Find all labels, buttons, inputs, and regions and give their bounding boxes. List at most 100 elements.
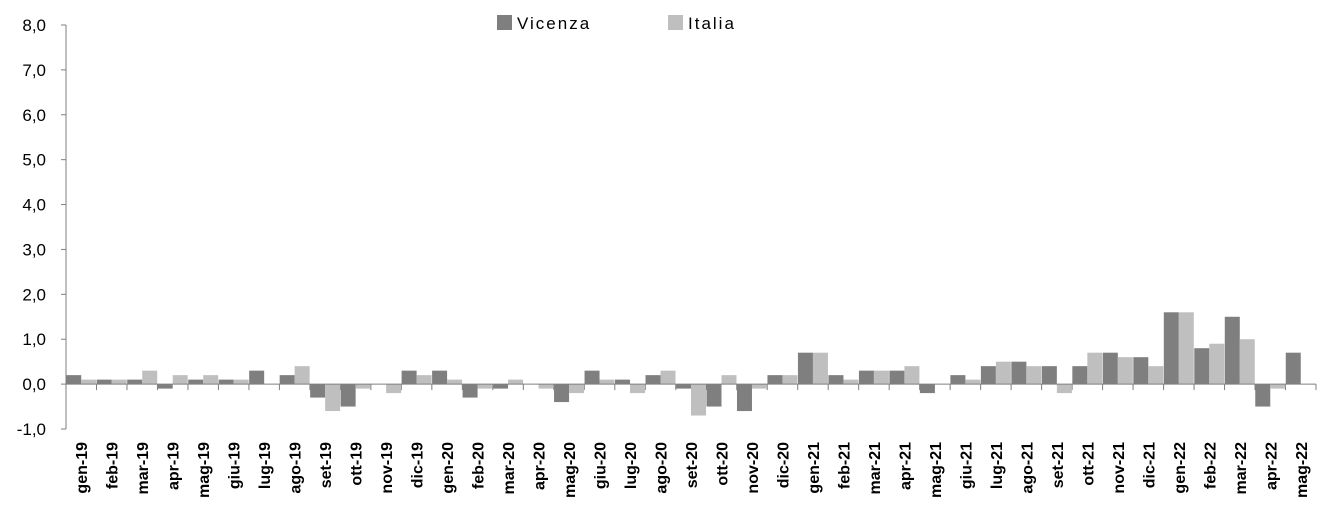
bar-italia-ago-20: [660, 370, 676, 385]
x-tick-label: lug-19: [257, 442, 274, 489]
x-tick-label: set-19: [318, 442, 335, 488]
bar-vicenza-mag-21: [919, 384, 935, 394]
x-tick-label: mag-22: [1294, 442, 1311, 498]
x-tick-label: giu-19: [227, 442, 244, 489]
bar-italia-nov-21: [1117, 357, 1133, 385]
x-tick-label: ott-20: [714, 442, 731, 486]
bar-vicenza-dic-21: [1133, 357, 1149, 385]
bar-vicenza-nov-21: [1102, 352, 1118, 385]
x-tick-label: giu-21: [958, 442, 975, 489]
bar-italia-giu-21: [965, 379, 981, 385]
bar-vicenza-nov-20: [736, 384, 752, 412]
bar-vicenza-set-21: [1041, 366, 1057, 385]
bar-vicenza-lug-19: [249, 370, 265, 385]
x-tick-label: mar-21: [867, 442, 884, 495]
x-tick-label: apr-19: [166, 442, 183, 490]
bar-italia-gen-22: [1178, 312, 1194, 385]
x-tick-label: feb-20: [471, 442, 488, 489]
bar-vicenza-apr-22: [1255, 384, 1271, 407]
y-tick-label: 5,0: [22, 151, 46, 170]
x-tick-label: dic-19: [410, 442, 427, 488]
x-tick-label: nov-21: [1111, 442, 1128, 494]
legend-label-italia: Italia: [688, 14, 736, 33]
bar-vicenza-ott-21: [1072, 366, 1088, 385]
x-tick-label: set-21: [1050, 442, 1067, 488]
bar-italia-ago-21: [1026, 366, 1042, 385]
bar-italia-nov-19: [386, 384, 402, 394]
bar-vicenza-giu-19: [218, 379, 234, 385]
bar-italia-gen-20: [447, 379, 463, 385]
bar-italia-giu-20: [599, 379, 615, 385]
bar-italia-gen-21: [812, 352, 828, 385]
bar-vicenza-ago-20: [645, 375, 661, 385]
x-tick-label: feb-21: [836, 442, 853, 489]
y-tick-label: 4,0: [22, 196, 46, 215]
bar-italia-apr-19: [172, 375, 188, 385]
bar-vicenza-feb-21: [828, 375, 844, 385]
bar-vicenza-mar-22: [1224, 316, 1240, 385]
x-tick-label: ago-19: [288, 442, 305, 494]
bar-vicenza-gen-21: [797, 352, 813, 385]
x-tick-label: nov-19: [379, 442, 396, 494]
bar-vicenza-lug-21: [980, 366, 996, 385]
bar-italia-feb-19: [111, 379, 127, 385]
bar-vicenza-mar-19: [127, 379, 143, 385]
x-tick-label: dic-21: [1141, 442, 1158, 488]
bar-italia-lug-21: [995, 361, 1011, 385]
y-axis-ticks: -1,0 0,0 1,0 2,0 3,0 4,0 5,0 6,0 7,0 8,0: [17, 16, 66, 439]
bar-italia-dic-21: [1148, 366, 1164, 385]
bar-vicenza-set-19: [310, 384, 326, 398]
bar-vicenza-mag-19: [188, 379, 204, 385]
bar-italia-mar-19: [142, 370, 158, 385]
x-tick-label: gen-21: [806, 442, 823, 494]
bar-italia-feb-20: [477, 384, 493, 389]
bar-vicenza-dic-20: [767, 375, 783, 385]
x-tick-label: apr-22: [1263, 442, 1280, 490]
y-tick-label: -1,0: [17, 420, 46, 439]
bar-italia-apr-20: [538, 384, 554, 389]
y-tick-label: 1,0: [22, 330, 46, 349]
bar-italia-gen-19: [81, 379, 97, 385]
bar-italia-dic-19: [416, 375, 432, 385]
bar-vicenza-giu-20: [584, 370, 600, 385]
x-tick-label: gen-22: [1172, 442, 1189, 494]
bar-vicenza-lug-20: [615, 379, 631, 385]
y-tick-label: 7,0: [22, 61, 46, 80]
x-tick-label: mar-19: [135, 442, 152, 495]
x-tick-label: lug-20: [623, 442, 640, 489]
bar-italia-feb-21: [843, 379, 859, 385]
bar-italia-ott-21: [1087, 352, 1103, 385]
y-tick-label: 2,0: [22, 285, 46, 304]
y-tick-label: 0,0: [22, 375, 46, 394]
bar-vicenza-feb-20: [462, 384, 478, 398]
bar-vicenza-gen-22: [1163, 312, 1179, 385]
bar-vicenza-feb-19: [96, 379, 112, 385]
x-axis-ticks: gen-19 feb-19 mar-19 apr-19 mag-19 giu-19 lug-…: [65, 384, 1317, 498]
bars: [66, 312, 1301, 416]
x-tick-label: ott-21: [1080, 442, 1097, 486]
bar-italia-set-21: [1056, 384, 1072, 394]
bar-vicenza-ago-19: [279, 375, 295, 385]
legend-label-vicenza: Vicenza: [517, 14, 591, 33]
x-tick-label: set-20: [684, 442, 701, 488]
x-tick-label: apr-20: [532, 442, 549, 490]
x-tick-label: giu-20: [593, 442, 610, 489]
bar-vicenza-set-20: [676, 384, 691, 389]
x-tick-label: dic-20: [775, 442, 792, 488]
bar-italia-giu-19: [233, 379, 249, 385]
bar-vicenza-apr-21: [889, 370, 905, 385]
bar-italia-apr-22: [1270, 384, 1286, 389]
x-tick-label: gen-20: [440, 442, 457, 494]
x-tick-label: lug-21: [989, 442, 1006, 489]
bar-italia-set-19: [325, 384, 341, 412]
bar-vicenza-gen-20: [432, 370, 448, 385]
bar-italia-apr-21: [904, 366, 920, 385]
y-tick-label: 3,0: [22, 240, 46, 259]
bar-italia-mar-22: [1239, 339, 1255, 385]
bar-vicenza-gen-19: [66, 375, 82, 385]
y-tick-label: 8,0: [22, 16, 46, 35]
legend: Vicenza Italia: [497, 14, 736, 33]
bar-italia-set-20: [691, 384, 706, 416]
bar-italia-lug-20: [630, 384, 646, 394]
y-tick-label: 6,0: [22, 106, 46, 125]
